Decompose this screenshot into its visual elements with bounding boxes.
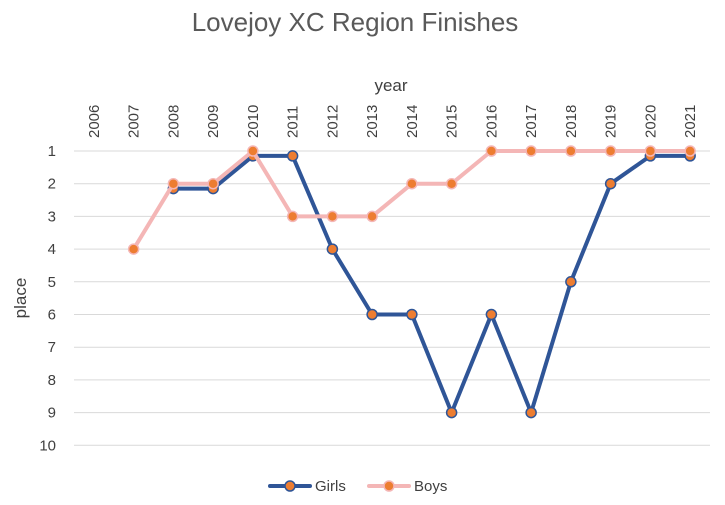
data-point-boys-2014	[406, 177, 418, 190]
data-point-girls-2011	[286, 150, 299, 162]
y-tick-label: 2	[48, 176, 56, 193]
x-tick-label: 2018	[563, 105, 580, 138]
legend: Girls Boys	[268, 478, 447, 495]
data-point-boys-2021	[684, 145, 696, 157]
data-point-girls-2019	[604, 177, 617, 190]
data-point-boys-2011	[286, 210, 299, 223]
data-point-boys-2008	[167, 177, 180, 190]
y-tick-label: 9	[48, 405, 56, 422]
data-point-boys-2009	[207, 177, 219, 190]
data-point-boys-2018	[565, 145, 577, 157]
legend-label: Girls	[315, 478, 346, 495]
y-tick-label: 8	[48, 372, 56, 389]
x-tick-label: 2008	[165, 105, 182, 138]
x-tick-label: 2009	[205, 105, 222, 138]
series-boys	[127, 145, 696, 255]
data-point-boys-2017	[525, 145, 537, 157]
gridlines	[74, 150, 710, 446]
x-tick-label: 2014	[404, 105, 421, 138]
data-point-girls-2016	[485, 308, 498, 321]
legend-swatch-marker	[383, 480, 395, 492]
y-tick-label: 1	[48, 143, 56, 160]
data-point-girls-2012	[326, 243, 339, 255]
x-tick-label: 2011	[285, 106, 302, 138]
data-point-girls-2014	[406, 308, 418, 321]
series-line-girls	[171, 153, 693, 415]
x-tick-label: 2012	[324, 105, 341, 138]
data-point-boys-2013	[366, 210, 378, 223]
data-point-boys-2012	[326, 210, 339, 223]
legend-swatch-marker	[284, 480, 296, 492]
x-tick-labels: 2006 2007 2008 2009 2010 2011 2012 2013 2014 2015…	[86, 105, 699, 138]
data-point-girls-2018	[565, 276, 577, 288]
y-tick-label: 6	[48, 307, 56, 324]
data-point-boys-2015	[445, 177, 458, 190]
data-point-boys-2016	[485, 145, 498, 157]
legend-label: Boys	[414, 478, 447, 495]
x-tick-label: 2013	[364, 105, 381, 138]
data-point-girls-2013	[366, 308, 378, 321]
x-axis-label: year	[374, 76, 407, 95]
series-line-boys	[131, 149, 693, 252]
y-tick-label: 5	[48, 274, 56, 291]
y-axis-label: place	[11, 278, 30, 319]
y-tick-label: 3	[48, 208, 56, 225]
x-tick-label: 2015	[444, 105, 461, 138]
x-tick-label: 2007	[126, 105, 143, 138]
data-point-girls-2015	[445, 406, 458, 419]
series-girls	[167, 150, 696, 419]
x-tick-label: 2017	[523, 105, 540, 138]
y-tick-label: 10	[39, 437, 56, 454]
data-point-boys-2019	[604, 145, 617, 157]
legend-item-girls: Girls	[268, 478, 346, 495]
legend-item-boys: Boys	[367, 478, 447, 495]
data-point-boys-2010	[247, 145, 259, 157]
x-tick-label: 2006	[86, 105, 103, 138]
x-tick-label: 2020	[642, 105, 659, 138]
x-tick-label: 2010	[245, 105, 262, 138]
data-point-girls-2017	[525, 406, 537, 419]
x-tick-label: 2021	[682, 105, 699, 138]
x-tick-label: 2019	[603, 105, 620, 138]
y-tick-label: 7	[48, 339, 56, 356]
x-tick-label: 2016	[483, 105, 500, 138]
y-tick-labels: 1 2 3 4 5 6 7 8 9 10	[39, 143, 56, 454]
data-point-boys-2007	[127, 243, 140, 255]
y-tick-label: 4	[48, 241, 56, 258]
series-layer	[127, 145, 696, 419]
data-point-boys-2020	[644, 145, 657, 157]
chart-title: Lovejoy XC Region Finishes	[192, 7, 519, 37]
